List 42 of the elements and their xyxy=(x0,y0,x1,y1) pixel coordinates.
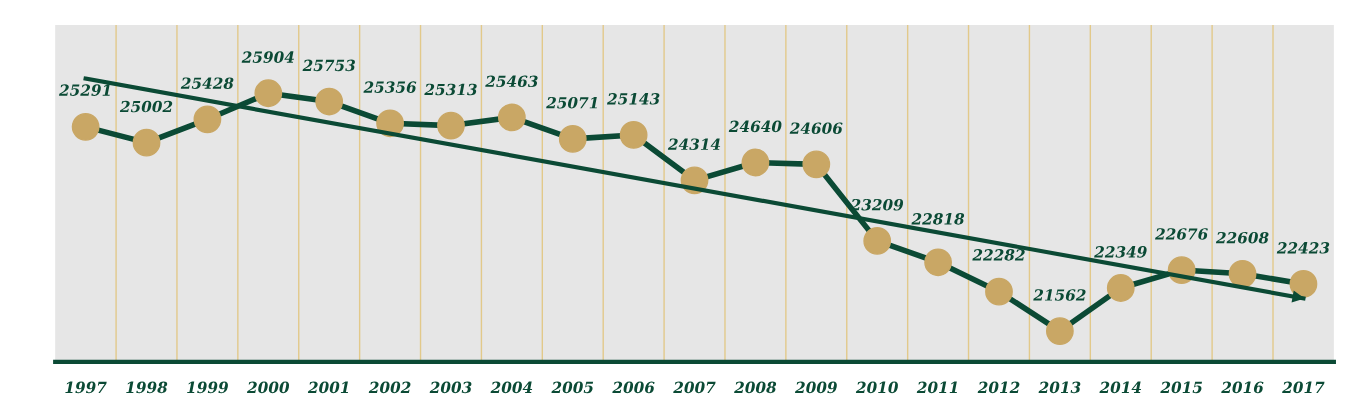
x-tick-label: 2004 xyxy=(490,381,533,394)
x-tick-label: 2017 xyxy=(1282,381,1325,394)
data-label: 24640 xyxy=(728,120,782,133)
data-label: 22608 xyxy=(1215,231,1269,244)
x-tick-label: 2014 xyxy=(1099,381,1142,394)
data-label: 25463 xyxy=(485,75,538,88)
data-label: 23209 xyxy=(850,198,904,211)
data-label: 22349 xyxy=(1094,246,1147,258)
x-tick-label: 2006 xyxy=(612,381,655,394)
data-label: 24314 xyxy=(667,138,721,151)
data-label: 25143 xyxy=(607,93,660,105)
x-tick-label: 2009 xyxy=(794,381,837,394)
x-tick-label: 2008 xyxy=(734,381,777,394)
data-label: 25356 xyxy=(363,81,417,93)
x-tick-label: 2000 xyxy=(246,381,290,394)
x-tick-label: 2002 xyxy=(368,381,411,394)
x-tick-label: 1997 xyxy=(65,381,107,394)
data-label: 22818 xyxy=(911,213,965,225)
x-tick-label: 2013 xyxy=(1038,381,1081,394)
x-tick-label: 2001 xyxy=(307,381,349,394)
x-tick-label: 2005 xyxy=(551,381,594,394)
data-label: 25291 xyxy=(58,84,110,96)
x-tick-label: 2003 xyxy=(429,381,472,394)
data-label: 25313 xyxy=(424,83,477,96)
x-tick-label: 1999 xyxy=(187,381,228,394)
data-label: 25428 xyxy=(180,77,234,89)
data-label: 22423 xyxy=(1276,242,1330,254)
data-label: 25002 xyxy=(119,100,173,113)
data-label: 24606 xyxy=(789,122,843,135)
data-label: 25904 xyxy=(241,51,294,63)
data-label: 21562 xyxy=(1033,289,1086,301)
data-label: 22676 xyxy=(1155,228,1208,240)
x-tick-label: 1998 xyxy=(126,381,168,394)
x-tick-label: 2015 xyxy=(1160,381,1203,394)
x-tick-label: 2007 xyxy=(673,381,716,394)
data-label: 25071 xyxy=(546,96,597,109)
data-label: 25753 xyxy=(302,59,355,72)
x-tick-label: 2011 xyxy=(916,381,957,394)
data-label: 22282 xyxy=(972,249,1025,261)
x-tick-label: 2010 xyxy=(855,381,898,394)
x-tick-label: 2016 xyxy=(1221,381,1264,394)
x-tick-label: 2012 xyxy=(977,381,1020,394)
